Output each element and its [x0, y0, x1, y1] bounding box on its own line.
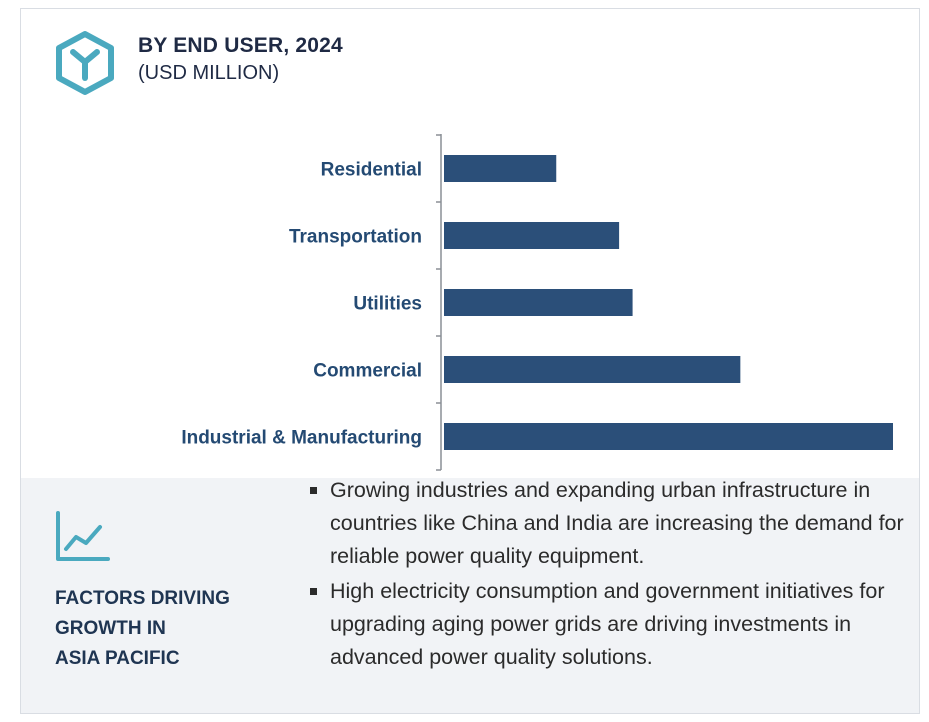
bar-transportation [444, 222, 620, 249]
factors-title: FACTORS DRIVING GROWTH IN ASIA PACIFIC [55, 584, 295, 674]
category-label: Utilities [353, 294, 422, 315]
bar-utilities [444, 289, 633, 316]
factor-bullet: High electricity consumption and governm… [308, 575, 918, 674]
line-chart-growth-icon [56, 511, 110, 561]
bar-residential [444, 155, 557, 182]
factors-bullet-list: Growing industries and expanding urban i… [308, 474, 918, 676]
factors-panel [21, 478, 919, 713]
factor-bullet-text-2: High electricity consumption and governm… [330, 579, 885, 669]
category-label: Residential [321, 160, 422, 181]
chart-title: BY END USER, 2024 [138, 34, 343, 57]
bullet-square-icon [310, 588, 317, 595]
hexagon-logo-icon [56, 31, 114, 95]
factor-bullet-text-1: Growing industries and expanding urban i… [330, 478, 904, 568]
category-label: Commercial [313, 361, 422, 382]
category-label: Transportation [289, 227, 422, 248]
bar-industrial-manufacturing [444, 423, 893, 450]
bar-commercial [444, 356, 741, 383]
factors-title-line-1: FACTORS DRIVING [55, 588, 230, 609]
factors-title-line-3: ASIA PACIFIC [55, 648, 180, 669]
factor-bullet: Growing industries and expanding urban i… [308, 474, 918, 573]
factors-title-line-2: GROWTH IN [55, 618, 166, 639]
chart-subtitle: (USD MILLION) [138, 62, 280, 84]
category-label: Industrial & Manufacturing [181, 428, 422, 449]
bullet-square-icon [310, 487, 317, 494]
